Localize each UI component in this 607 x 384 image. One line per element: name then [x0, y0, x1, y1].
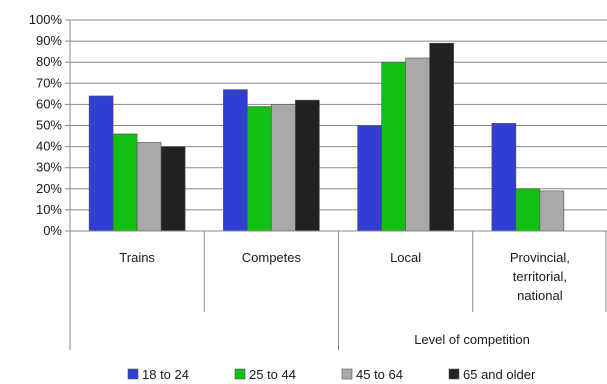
y-tick-label: 60%	[36, 96, 62, 111]
category-label: Local	[390, 250, 421, 265]
bar-25-to-44	[112, 133, 138, 232]
legend-swatch	[448, 368, 460, 380]
y-tick-label: 40%	[36, 139, 62, 154]
y-tick-label: 90%	[36, 33, 62, 48]
bar-45-to-64	[405, 57, 430, 232]
category-label: Provincial, territorial, national	[510, 250, 570, 303]
bar-65-and-older	[295, 99, 320, 232]
bars	[88, 42, 565, 232]
legend-label: 45 to 64	[356, 367, 403, 382]
y-tick-label: 70%	[36, 75, 62, 90]
legend-swatch	[127, 368, 139, 380]
bar-25-to-44	[247, 106, 272, 232]
bar-45-to-64	[271, 104, 296, 232]
y-tick-label: 30%	[36, 160, 62, 175]
legend-swatch	[341, 368, 353, 380]
y-tick-label: 20%	[36, 181, 62, 196]
bar-25-to-44	[515, 188, 541, 232]
axes	[69, 20, 607, 350]
bar-65-and-older	[429, 42, 454, 232]
category-label: Competes	[242, 250, 302, 265]
group-label: Level of competition	[414, 332, 530, 347]
bar-45-to-64	[539, 190, 565, 232]
category-label: Trains	[119, 250, 155, 265]
legend-label: 18 to 24	[142, 367, 189, 382]
y-tick-label: 50%	[36, 118, 62, 133]
bar-25-to-44	[381, 61, 406, 232]
y-tick-label: 80%	[36, 54, 62, 69]
bar-45-to-64	[136, 142, 162, 232]
bar-18-to-24	[491, 123, 517, 232]
y-tick-label: 10%	[36, 202, 62, 217]
bar-18-to-24	[88, 95, 114, 232]
y-axis-tick-labels: 0% 10% 20% 30% 40% 50% 60% 70% 80% 90% 100%	[29, 12, 63, 238]
y-tick-label: 0%	[43, 223, 62, 238]
legend: 18 to 24 25 to 44 45 to 64 65 and older	[127, 367, 536, 382]
legend-swatch	[234, 368, 246, 380]
legend-label: 65 and older	[463, 367, 536, 382]
bar-65-and-older	[160, 146, 186, 232]
y-tick-label: 100%	[29, 12, 63, 27]
category-labels: Trains Competes Local Provincial, territoria…	[119, 250, 570, 303]
bar-18-to-24	[223, 89, 248, 232]
legend-label: 25 to 44	[249, 367, 296, 382]
bar-18-to-24	[357, 125, 382, 232]
